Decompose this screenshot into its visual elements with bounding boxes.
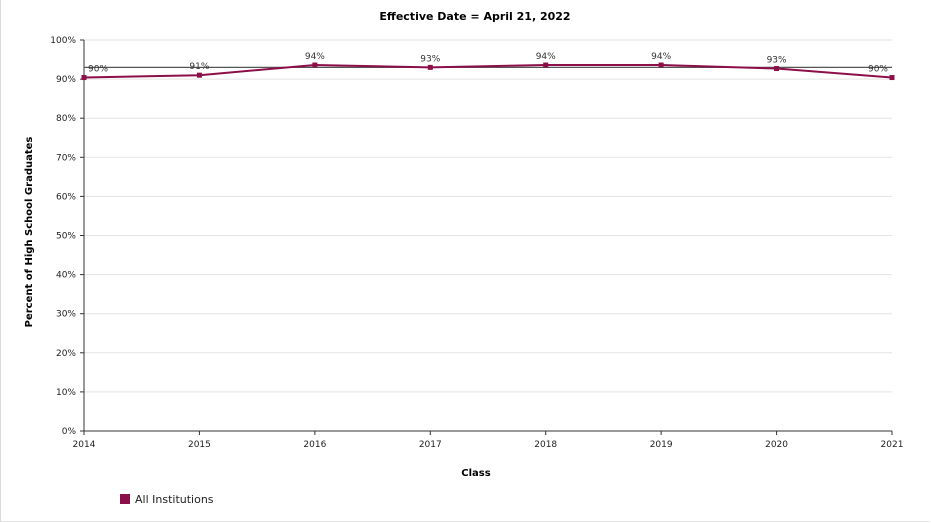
y-tick-label: 80% <box>56 114 76 124</box>
data-label: 90% <box>88 65 108 75</box>
data-point <box>81 75 87 81</box>
y-axis-ticks: 0% 10% 20% 30% 40% 50% 60% 70% 80% 90% 100% <box>50 36 84 437</box>
y-tick-label: 20% <box>56 349 76 359</box>
y-tick-label: 0% <box>62 427 77 437</box>
data-point <box>658 62 664 68</box>
gridlines <box>84 39 892 393</box>
y-tick-label: 40% <box>56 271 76 281</box>
legend: All Institutions <box>120 493 214 506</box>
y-tick-label: 100% <box>50 36 76 46</box>
data-label: 91% <box>189 62 209 72</box>
x-tick-label: 2016 <box>303 440 326 450</box>
data-point <box>889 75 895 81</box>
x-tick-label: 2019 <box>650 440 673 450</box>
data-point <box>196 72 202 78</box>
x-axis-ticks: 2014 2015 2016 2017 2018 2019 2020 2021 <box>73 431 904 450</box>
data-point <box>774 66 780 72</box>
y-tick-label: 50% <box>56 232 76 242</box>
x-tick-label: 2017 <box>419 440 442 450</box>
x-tick-label: 2021 <box>881 440 904 450</box>
data-label: 94% <box>305 52 325 62</box>
y-axis-label: Percent of High School Graduates <box>24 137 35 328</box>
y-tick-label: 10% <box>56 388 76 398</box>
x-tick-label: 2015 <box>188 440 211 450</box>
legend-swatch <box>120 494 130 504</box>
x-tick-label: 2014 <box>73 440 96 450</box>
data-point <box>312 62 318 68</box>
data-point <box>543 62 549 68</box>
data-label: 93% <box>767 56 787 66</box>
data-label: 94% <box>651 52 671 62</box>
y-tick-label: 60% <box>56 192 76 202</box>
y-tick-label: 90% <box>56 75 76 85</box>
data-labels: 90% 91% 94% 93% 94% 94% 93% 90% <box>88 52 888 75</box>
data-label: 93% <box>420 54 440 64</box>
x-axis-label: Class <box>461 468 490 479</box>
series-all-institutions <box>81 62 895 81</box>
y-tick-label: 70% <box>56 153 76 163</box>
data-point <box>427 64 433 70</box>
chart-title: Effective Date = April 21, 2022 <box>379 10 570 23</box>
x-tick-label: 2018 <box>534 440 557 450</box>
series-line <box>83 64 893 79</box>
data-label: 90% <box>868 65 888 75</box>
legend-label: All Institutions <box>135 493 214 506</box>
x-tick-label: 2020 <box>765 440 788 450</box>
y-tick-label: 30% <box>56 310 76 320</box>
data-label: 94% <box>536 52 556 62</box>
